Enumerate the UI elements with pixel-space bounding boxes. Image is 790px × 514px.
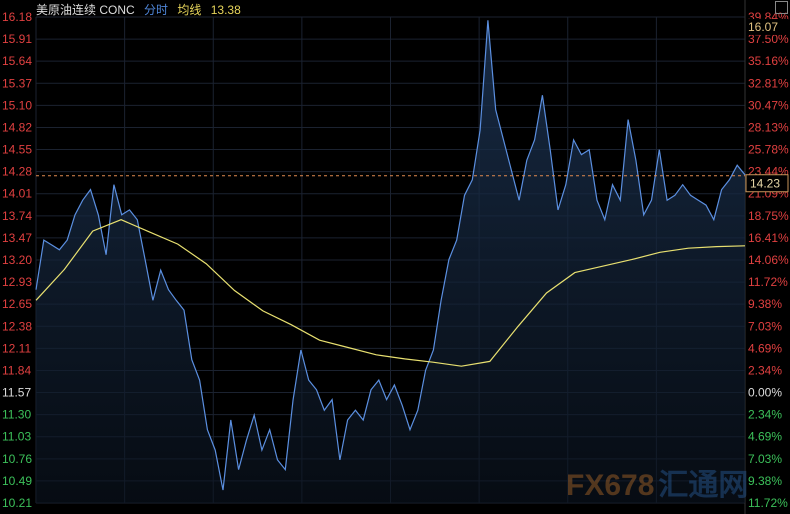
y-tick-left: 13.47 [2, 231, 32, 245]
avg-line [35, 219, 746, 367]
y-tick-left: 13.20 [2, 253, 32, 267]
y-tick-left: 10.76 [2, 452, 32, 466]
y-tick-left: 12.11 [2, 341, 31, 355]
y-tick-right: 35.16% [748, 54, 789, 68]
y-tick-left: 15.91 [2, 32, 32, 46]
y-tick-right: 4.69% [748, 341, 782, 355]
y-tick-left: 14.55 [2, 143, 32, 157]
high-badge [746, 18, 788, 35]
y-tick-right: 11.72% [748, 275, 788, 289]
y-tick-left: 11.30 [2, 408, 31, 422]
y-tick-right: 11.72% [748, 496, 788, 510]
y-tick-left: 11.03 [2, 430, 31, 444]
y-tick-left: 14.82 [2, 120, 32, 134]
y-tick-left: 12.93 [2, 275, 32, 289]
y-tick-left: 15.64 [2, 54, 32, 68]
y-tick-right: 9.38% [748, 474, 782, 488]
y-tick-right: 9.38% [748, 297, 782, 311]
y-tick-right: 0.00% [748, 386, 782, 400]
avg-value: 13.38 [210, 3, 241, 17]
watermark-logo: FX678 汇通网 [566, 469, 749, 502]
y-tick-right: 7.03% [748, 452, 782, 466]
price-area [36, 20, 745, 504]
y-tick-right: 2.34% [748, 363, 782, 377]
mode-tab[interactable]: 分时 [144, 3, 169, 17]
price-line [35, 20, 746, 491]
y-tick-left: 12.38 [2, 319, 32, 333]
y-tick-right: 14.06% [748, 253, 789, 267]
y-tick-right: 30.47% [748, 98, 789, 112]
y-tick-left: 10.49 [2, 474, 32, 488]
y-tick-right: 7.03% [748, 319, 782, 333]
y-tick-right: 4.69% [748, 430, 782, 444]
y-tick-left: 13.74 [2, 209, 32, 223]
y-tick-left: 15.37 [2, 76, 32, 90]
avg-label: 均线 [177, 3, 202, 17]
y-tick-left: 16.18 [2, 10, 32, 24]
y-tick-right: 2.34% [748, 408, 782, 422]
exit-icon[interactable] [775, 1, 788, 14]
y-tick-right: 16.41% [748, 231, 789, 245]
instrument-name: 美原油连续 CONC [36, 3, 135, 17]
y-tick-left: 12.65 [2, 297, 32, 311]
y-tick-right: 25.78% [748, 143, 789, 157]
y-tick-right: 32.81% [748, 76, 789, 90]
current-price-value: 14.23 [750, 177, 780, 191]
y-tick-left: 15.10 [2, 98, 32, 112]
y-tick-right: 18.75% [748, 209, 789, 223]
current-price-badge [745, 174, 789, 193]
y-tick-left: 10.21 [2, 496, 32, 510]
y-tick-left: 11.57 [2, 386, 31, 400]
y-tick-left: 14.01 [2, 187, 32, 201]
y-tick-left: 14.28 [2, 165, 32, 179]
y-tick-right: 28.13% [748, 120, 789, 134]
y-tick-right: 37.50% [748, 32, 789, 46]
high-value: 16.07 [748, 20, 778, 34]
y-tick-left: 11.84 [2, 363, 31, 377]
chart-header: 美原油连续 CONC 分时 均线 13.38 [36, 1, 247, 18]
